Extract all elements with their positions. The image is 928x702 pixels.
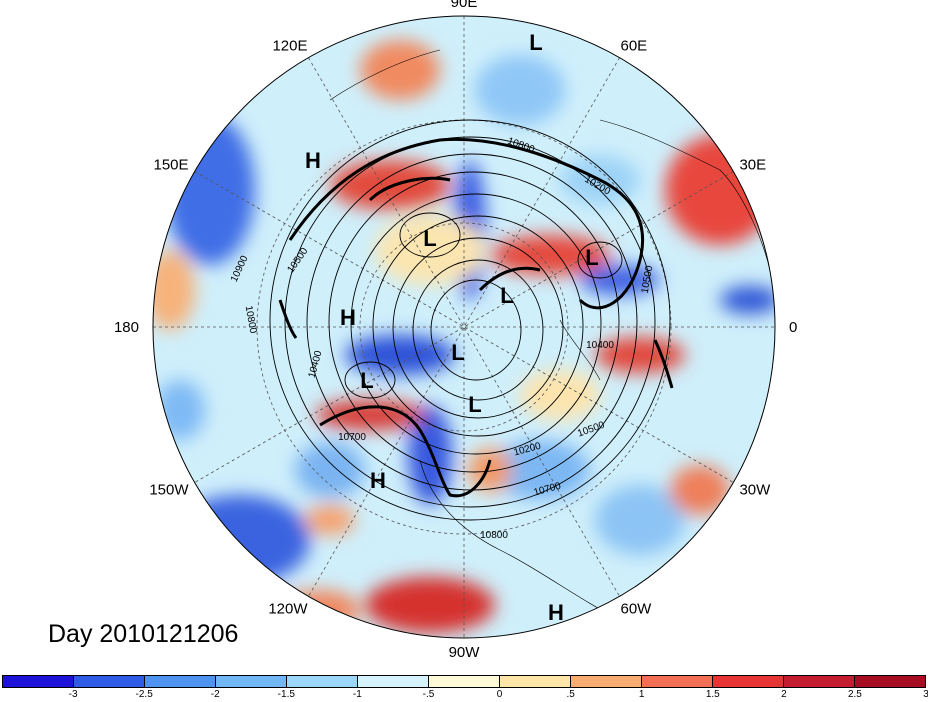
- contour-label-4: 10800: [243, 305, 259, 335]
- pressure-center-low-3: L: [585, 245, 598, 270]
- colorbar-tick-0: -3: [68, 689, 78, 700]
- colorbar-segment-4: [287, 676, 358, 687]
- pressure-center-low-8: L: [468, 392, 481, 417]
- anomaly-field: [153, 40, 775, 633]
- longitude-label-6: 90W: [449, 644, 481, 661]
- colorbar-tick-10: 2: [781, 689, 787, 700]
- colorbar-segment-7: [500, 676, 571, 687]
- map-boundary: [152, 15, 776, 639]
- coastlines: [329, 49, 771, 621]
- pressure-center-low-0: L: [529, 30, 542, 55]
- colorbar-tick-9: 1.5: [705, 689, 720, 700]
- longitude-label-7: 120W: [268, 600, 308, 617]
- longitude-label-2: 30E: [739, 157, 766, 174]
- longitude-labels: 90E 60E 30E 0 30W 60W 90W 120W 150W 180 150E 120E: [114, 0, 797, 661]
- pressure-center-low-6: L: [451, 340, 464, 365]
- colorbar-tick-12: 3: [923, 689, 928, 700]
- longitude-label-3: 0: [789, 319, 797, 336]
- colorbar-tick-11: 2.5: [847, 689, 862, 700]
- colorbar-tick-6: 0: [496, 689, 503, 700]
- colorbar: [2, 675, 926, 688]
- longitude-label-8: 150W: [149, 482, 189, 499]
- colorbar-segment-10: [713, 676, 784, 687]
- pressure-center-labels: L H L L L H L L L H H: [305, 30, 599, 625]
- colorbar-segment-1: [74, 676, 145, 687]
- colorbar-segment-9: [642, 676, 713, 687]
- contour-label-6: 10700: [338, 432, 366, 443]
- colorbar-tick-8: 1: [638, 689, 645, 700]
- longitude-label-0: 90E: [451, 0, 478, 11]
- colorbar-segment-0: [3, 676, 74, 687]
- pressure-center-high-5: H: [340, 305, 356, 330]
- longitude-label-5: 60W: [621, 600, 653, 617]
- colorbar-tick-4: -1: [352, 689, 362, 700]
- colorbar-segment-5: [358, 676, 429, 687]
- thick-contours: [278, 137, 674, 498]
- contour-label-11: 10400: [586, 340, 614, 351]
- longitude-label-11: 120E: [272, 38, 307, 55]
- longitude-label-4: 30W: [739, 482, 771, 499]
- longitude-label-9: 180: [114, 319, 139, 336]
- pressure-center-high-9: H: [370, 468, 386, 493]
- colorbar-segment-8: [571, 676, 642, 687]
- colorbar-tick-1: -2.5: [135, 689, 153, 700]
- pressure-center-high-1: H: [305, 148, 321, 173]
- colorbar-tick-3: -1.5: [277, 689, 295, 700]
- pressure-center-high-10: H: [548, 600, 564, 625]
- colorbar-tick-2: -2: [210, 689, 220, 700]
- longitude-label-1: 60E: [621, 38, 648, 55]
- contour-label-10: 10800: [480, 530, 508, 541]
- graticule: [153, 16, 775, 638]
- map-title: Day 2010121206: [48, 620, 239, 648]
- colorbar-tick-5: -.5: [422, 689, 435, 700]
- pressure-center-low-4: L: [500, 283, 513, 308]
- longitude-label-10: 150E: [153, 157, 188, 174]
- colorbar-segment-11: [784, 676, 855, 687]
- colorbar-tick-labels: -3 -2.5 -2 -1.5 -1 -.5 0 .5 1 1.5 2 2.5 3: [2, 689, 928, 702]
- colorbar-segment-12: [855, 676, 925, 687]
- map-disk: [153, 16, 775, 638]
- colorbar-segment-2: [145, 676, 216, 687]
- contour-label-12: 10500: [640, 264, 656, 294]
- pressure-center-low-7: L: [360, 368, 373, 393]
- colorbar-segment-3: [216, 676, 287, 687]
- colorbar-tick-7: .5: [566, 689, 575, 700]
- colorbar-segment-6: [429, 676, 500, 687]
- pressure-center-low-2: L: [423, 226, 436, 251]
- height-contours: [269, 119, 671, 521]
